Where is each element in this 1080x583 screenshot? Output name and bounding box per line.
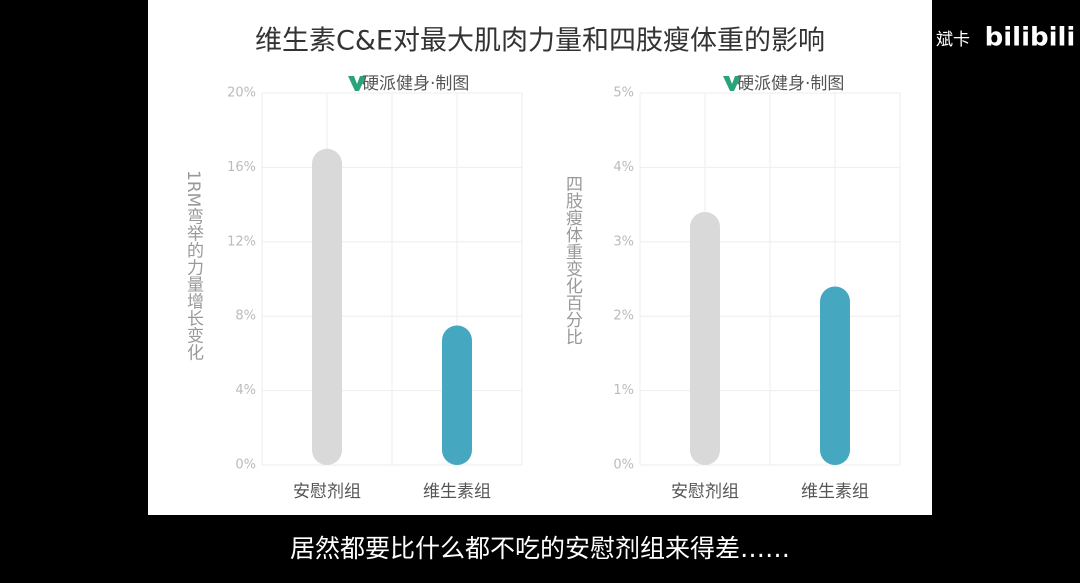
bar — [442, 325, 472, 465]
watermark-site: bilibili — [985, 23, 1076, 53]
y-tick-label: 0% — [613, 458, 634, 473]
subtitle-caption: 居然都要比什么都不吃的安慰剂组来得差…… — [290, 534, 790, 563]
y-tick-label: 8% — [235, 309, 256, 324]
source-logo — [723, 76, 741, 91]
y-tick-label: 2% — [613, 309, 634, 324]
source-logo — [348, 76, 366, 91]
y-tick-label: 4% — [235, 383, 256, 398]
bar — [690, 212, 720, 465]
y-tick-label: 12% — [227, 234, 256, 249]
y-axis-label: 1RM弯举的力量增长变化 — [183, 170, 204, 360]
y-tick-label: 5% — [613, 86, 634, 101]
y-tick-label: 0% — [235, 458, 256, 473]
chart-title: 维生素C&E对最大肌肉力量和四肢瘦体重的影响 — [255, 26, 825, 57]
source-label: 硬派健身·制图 — [362, 74, 469, 94]
y-tick-label: 20% — [227, 86, 256, 101]
y-tick-label: 4% — [613, 160, 634, 175]
y-axis-label: 四肢瘦体重变化百分比 — [562, 175, 583, 345]
y-tick-label: 1% — [613, 383, 634, 398]
x-tick-label: 安慰剂组 — [293, 482, 361, 502]
y-tick-label: 16% — [227, 160, 256, 175]
bar — [820, 286, 850, 465]
bar — [312, 148, 342, 466]
y-tick-label: 3% — [613, 234, 634, 249]
watermark-author: 斌卡 — [936, 30, 970, 50]
source-label: 硬派健身·制图 — [737, 74, 844, 94]
x-tick-label: 安慰剂组 — [671, 482, 739, 502]
x-tick-label: 维生素组 — [801, 482, 869, 502]
x-tick-label: 维生素组 — [423, 482, 491, 502]
chart-panel — [148, 0, 932, 515]
